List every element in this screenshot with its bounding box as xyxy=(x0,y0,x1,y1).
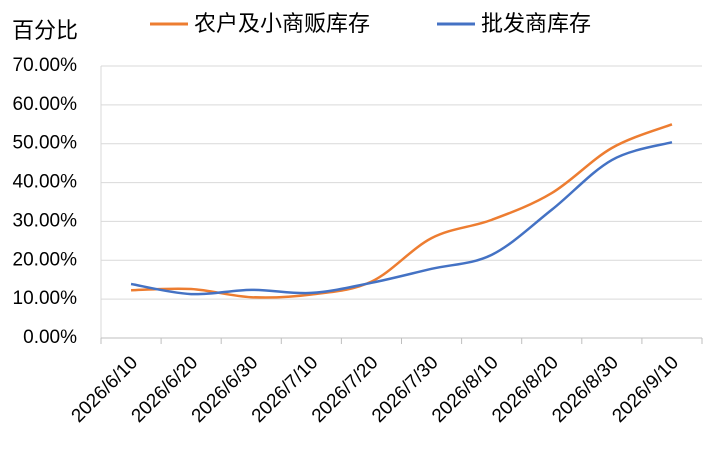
y-tick-label: 10.00% xyxy=(13,288,78,309)
legend-label: 农户及小商贩库存 xyxy=(194,11,370,36)
series-line xyxy=(130,140,673,296)
y-tick-label: 60.00% xyxy=(13,94,78,115)
y-axis-label: 百分比 xyxy=(12,18,78,43)
series-line xyxy=(131,123,673,299)
y-tick-label: 0.00% xyxy=(23,327,77,348)
legend-label: 批发商库存 xyxy=(481,11,591,36)
y-tick-label: 50.00% xyxy=(13,133,78,154)
x-tick-label: 2026/9/10 xyxy=(608,352,683,427)
y-tick-label: 20.00% xyxy=(13,249,78,270)
y-tick-label: 30.00% xyxy=(13,210,78,231)
y-tick-label: 40.00% xyxy=(13,172,78,193)
y-tick-label: 70.00% xyxy=(13,55,78,76)
